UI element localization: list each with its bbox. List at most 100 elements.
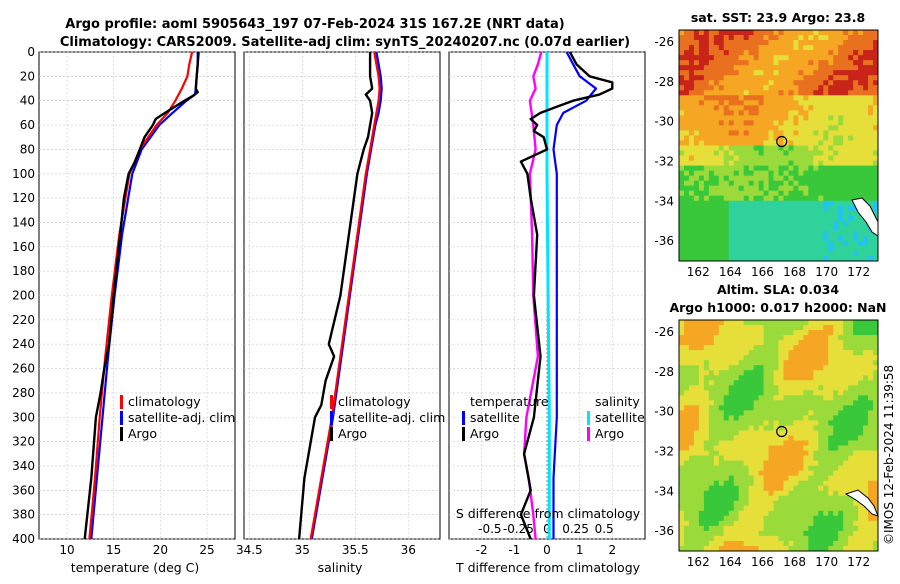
sla-cell [778,400,784,406]
sst-cell [748,55,755,61]
sst-cell [733,225,740,232]
sla-cell [728,365,735,371]
sla-cell [679,415,685,421]
sla-cell [679,345,685,351]
sla-cell [818,425,824,431]
sla-cell [708,520,715,527]
sst-cell [858,145,864,151]
sst-cell [828,195,834,202]
sst-cell [728,155,735,161]
sla-cell [773,545,779,551]
sst-cell [713,255,720,261]
sla-cell [788,385,794,391]
sla-cell [728,450,735,456]
sla-cell [728,330,735,336]
sla-cell [853,365,859,371]
sla-cell [798,460,804,467]
sst-cell [858,250,864,257]
sla-cell [793,540,799,547]
sla-cell [698,380,705,386]
sst-cell [778,225,784,232]
sla-cell [743,445,750,451]
sst-cell [848,110,854,116]
sla-cell [688,530,695,537]
legend-heading-salinity: salinity [595,394,640,409]
sst-cell [713,200,720,207]
y-tick-label: 80 [20,142,35,156]
sla-cell [803,360,809,366]
sst-cell [823,135,829,141]
sst-cell [843,155,849,161]
sst-cell [728,165,735,172]
sst-cell [833,240,839,247]
sst-cell [703,90,710,96]
sla-cell [688,420,695,426]
sst-cell [868,150,874,156]
sla-cell [833,340,839,346]
sst-cell [773,160,779,166]
sla-cell [683,335,690,341]
sst-cell [753,150,760,156]
sst-cell [763,180,769,187]
sst-cell [758,120,764,126]
sst-cell [788,230,794,237]
sst-cell [743,125,750,131]
sla-cell [683,405,690,411]
sla-cell [768,425,774,431]
sla-cell [688,400,695,406]
sst-cell [723,30,730,36]
sla-cell [848,480,854,487]
sst-cell [873,95,878,101]
sla-cell [693,440,700,446]
sst-cell [708,145,715,151]
sla-cell [758,500,764,507]
map-x-tick: 172 [847,555,870,569]
sst-cell [863,70,869,76]
sst-cell [788,180,794,187]
sla-cell [773,530,779,537]
sst-cell [708,45,715,51]
sla-cell [743,490,750,497]
sla-cell [698,330,705,336]
sla-cell [793,525,799,532]
sla-cell [853,335,859,341]
sla-cell [808,495,814,502]
sst-cell [833,35,839,41]
sla-cell [698,335,705,341]
sst-cell [728,200,735,207]
sst-cell [808,245,814,252]
sst-cell [743,230,750,237]
sla-cell [683,320,690,326]
sla-cell [703,525,710,532]
sst-cell [853,235,859,242]
sst-cell [733,230,740,237]
sst-cell [783,115,789,121]
sla-cell [813,465,819,472]
sla-cell [773,330,779,336]
sst-cell [758,70,764,76]
sst-cell [688,90,695,96]
sst-cell [703,165,710,172]
sla-cell [698,385,705,391]
sst-cell [723,215,730,222]
sst-cell [813,205,819,212]
sla-cell [808,435,814,441]
sla-cell [828,515,834,522]
sst-cell [698,220,705,227]
sst-cell [868,235,874,242]
sla-cell [798,450,804,456]
sla-cell [748,535,755,542]
sst-cell [708,35,715,41]
sst-cell [813,45,819,51]
sla-cell [723,400,730,406]
sst-cell [848,40,854,46]
sla-cell [813,405,819,411]
sla-cell [813,415,819,421]
sla-cell [873,545,878,551]
sst-cell [848,215,854,222]
sst-cell [843,30,849,36]
sla-cell [768,365,774,371]
sla-cell [693,505,700,512]
sst-cell [808,190,814,197]
series-line-temperature-satellite [552,51,598,539]
